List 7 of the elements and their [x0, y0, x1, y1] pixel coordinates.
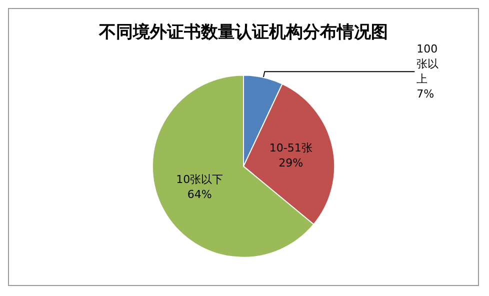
data-label: 7%: [416, 88, 434, 101]
slice-label: 100张以上: [416, 42, 439, 86]
data-label: 64%: [187, 188, 212, 201]
slice-label: 10张以下: [176, 172, 224, 186]
chart-title: 不同境外证书数量认证机构分布情况图: [98, 22, 388, 42]
data-label: 29%: [278, 156, 304, 170]
slice-label: 10-51张: [269, 142, 312, 155]
